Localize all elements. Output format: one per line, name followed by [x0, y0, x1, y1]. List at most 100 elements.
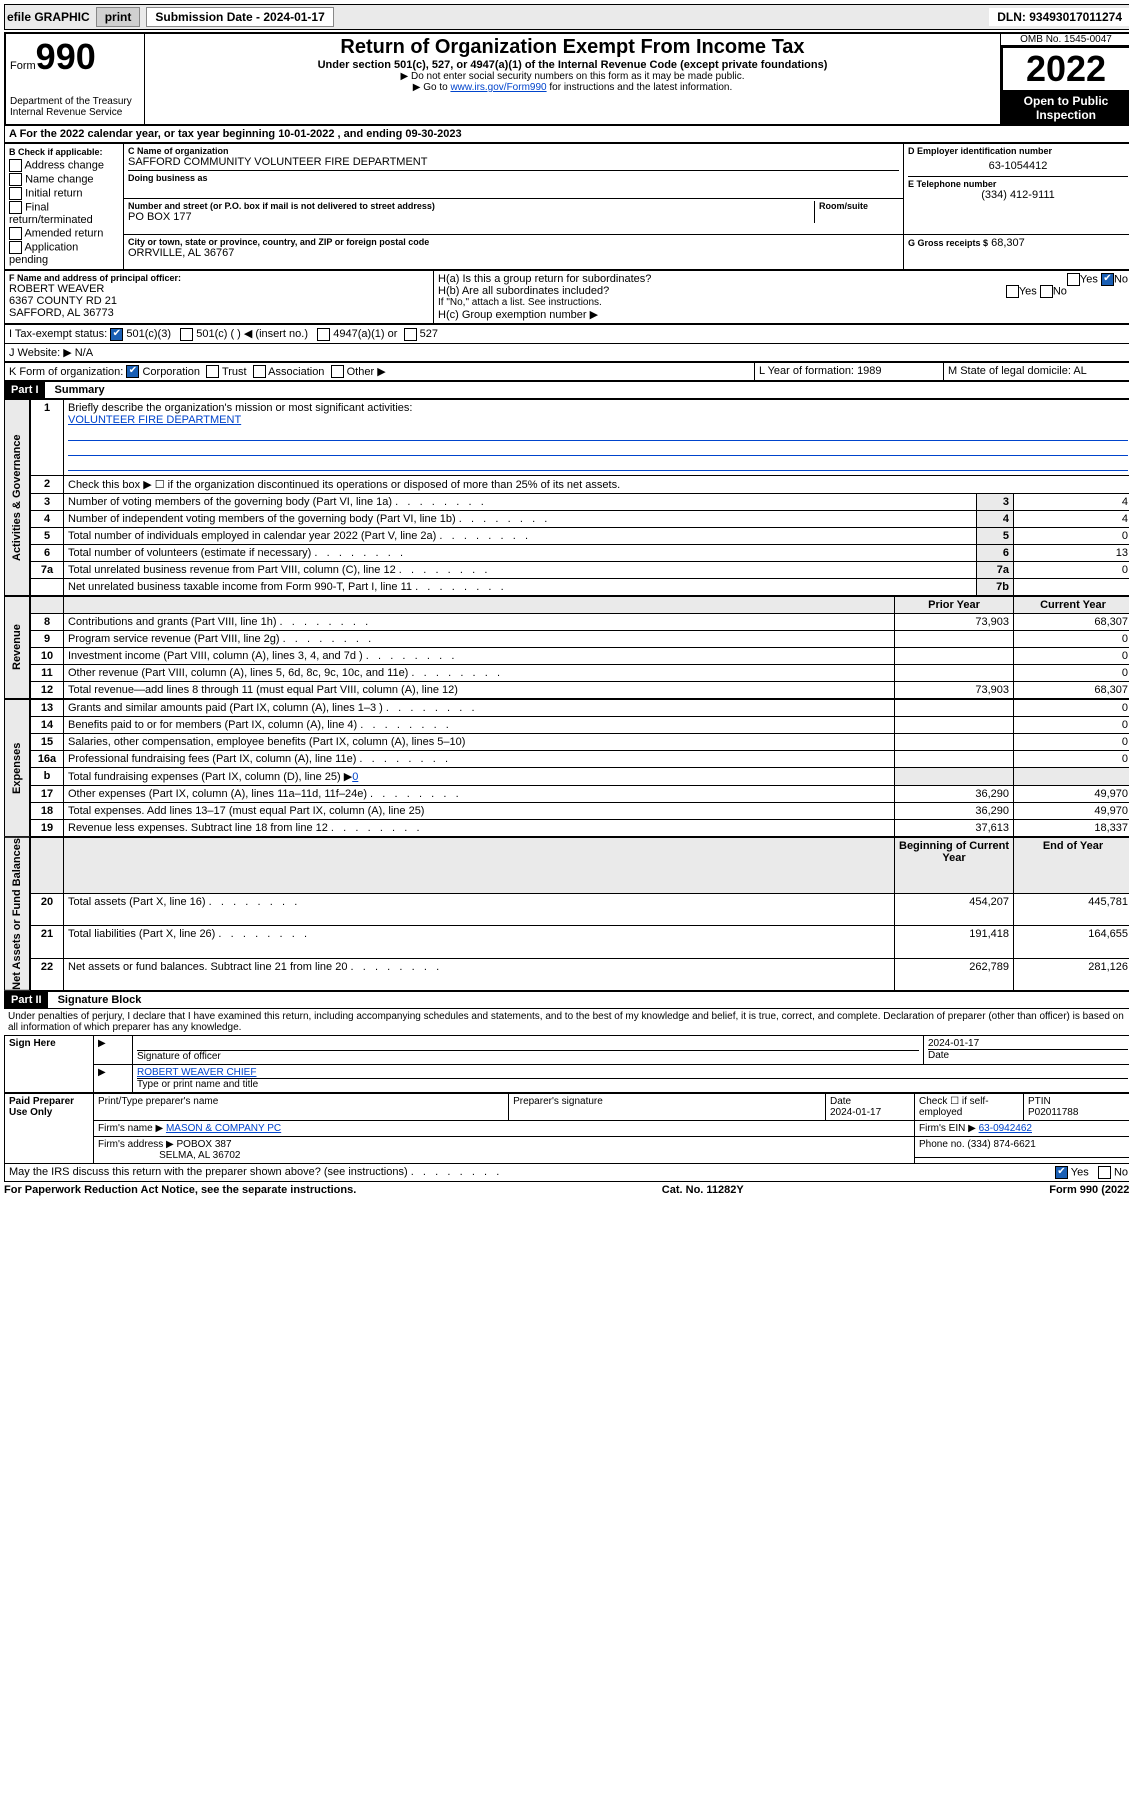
l14-text: Benefits paid to or for members (Part IX…: [68, 719, 449, 731]
l3-val: 4: [1014, 494, 1129, 511]
discuss-yes-checkbox[interactable]: [1055, 1166, 1068, 1179]
l16b-text: Total fundraising expenses (Part IX, col…: [68, 771, 352, 783]
l22-prior: 262,789: [895, 958, 1014, 990]
irs-link[interactable]: www.irs.gov/Form990: [450, 82, 546, 93]
address-change-checkbox[interactable]: [9, 159, 22, 172]
governance-section: Activities & Governance 1 Briefly descri…: [4, 399, 1129, 596]
prep-date: 2024-01-17: [830, 1107, 881, 1118]
website-value: N/A: [75, 347, 93, 359]
l11-text: Other revenue (Part VIII, column (A), li…: [68, 667, 500, 679]
firm-name: MASON & COMPANY PC: [166, 1123, 281, 1134]
hb-yes-checkbox[interactable]: [1006, 285, 1019, 298]
527-label: 527: [420, 328, 438, 340]
final-return-checkbox[interactable]: [9, 201, 22, 214]
amended-return-label: Amended return: [24, 227, 103, 239]
paid-side-label: Paid Preparer Use Only: [5, 1094, 94, 1164]
officer-sign-name: ROBERT WEAVER CHIEF: [137, 1067, 1128, 1078]
discuss-row: May the IRS discuss this return with the…: [4, 1164, 1129, 1182]
sign-date-label: Date: [928, 1049, 1128, 1061]
l17-curr: 49,970: [1014, 786, 1129, 803]
l3-text: Number of voting members of the governin…: [68, 496, 484, 508]
begin-year-header: Beginning of Current Year: [895, 838, 1014, 893]
phone-value: (334) 412-9111: [908, 189, 1128, 201]
l14-prior: [895, 717, 1014, 734]
gov-vert-label: Activities & Governance: [4, 399, 30, 596]
l4-val: 4: [1014, 511, 1129, 528]
l19-text: Revenue less expenses. Subtract line 18 …: [68, 822, 420, 834]
l13-prior: [895, 700, 1014, 717]
tax-status-block: I Tax-exempt status: 501(c)(3) 501(c) ( …: [4, 324, 1129, 362]
self-emp-label: Check ☐ if self-employed: [915, 1094, 1024, 1121]
ha-yes: Yes: [1080, 273, 1098, 285]
l12-text: Total revenue—add lines 8 through 11 (mu…: [64, 682, 895, 699]
amended-return-checkbox[interactable]: [9, 227, 22, 240]
l4-text: Number of independent voting members of …: [68, 513, 547, 525]
hb-no-checkbox[interactable]: [1040, 285, 1053, 298]
hb-yes: Yes: [1019, 285, 1037, 297]
l8-prior: 73,903: [895, 614, 1014, 631]
ha-yes-checkbox[interactable]: [1067, 273, 1080, 286]
prep-date-label: Date: [830, 1096, 851, 1107]
corp-checkbox[interactable]: [126, 365, 139, 378]
trust-label: Trust: [222, 366, 247, 378]
address-change-label: Address change: [24, 159, 104, 171]
501c-checkbox[interactable]: [180, 328, 193, 341]
l18-text: Total expenses. Add lines 13–17 (must eq…: [64, 803, 895, 820]
ha-no: No: [1114, 273, 1128, 285]
paid-preparer-block: Paid Preparer Use Only Print/Type prepar…: [4, 1093, 1129, 1164]
l10-prior: [895, 648, 1014, 665]
app-pending-checkbox[interactable]: [9, 241, 22, 254]
prep-name-label: Print/Type preparer's name: [94, 1094, 509, 1121]
f-label: F Name and address of principal officer:: [9, 273, 429, 283]
l5-text: Total number of individuals employed in …: [68, 530, 528, 542]
initial-return-label: Initial return: [25, 187, 82, 199]
final-return-label: Final return/terminated: [9, 201, 93, 226]
street-address: PO BOX 177: [128, 211, 814, 223]
ha-label: H(a) Is this a group return for subordin…: [438, 273, 651, 285]
discuss-no-checkbox[interactable]: [1098, 1166, 1111, 1179]
tax-year: 2022: [1001, 46, 1129, 92]
submission-date: Submission Date - 2024-01-17: [146, 7, 333, 27]
gross-receipts: 68,307: [991, 237, 1025, 249]
print-button[interactable]: print: [96, 7, 141, 27]
discuss-no: No: [1114, 1166, 1128, 1178]
firm-addr-label: Firm's address ▶: [98, 1139, 174, 1150]
ha-no-checkbox[interactable]: [1101, 273, 1114, 286]
d-label: D Employer identification number: [908, 146, 1128, 156]
ein-value: 63-1054412: [908, 160, 1128, 172]
527-checkbox[interactable]: [404, 328, 417, 341]
discuss-yes: Yes: [1071, 1166, 1089, 1178]
part2-badge: Part II: [5, 992, 48, 1008]
current-year-header: Current Year: [1014, 597, 1129, 614]
tax-period: A For the 2022 calendar year, or tax yea…: [4, 126, 1129, 143]
footer-left: For Paperwork Reduction Act Notice, see …: [4, 1184, 356, 1196]
i-label: I Tax-exempt status:: [9, 328, 107, 340]
other-checkbox[interactable]: [331, 365, 344, 378]
501c3-checkbox[interactable]: [110, 328, 123, 341]
l17-prior: 36,290: [895, 786, 1014, 803]
assoc-checkbox[interactable]: [253, 365, 266, 378]
501c3-label: 501(c)(3): [126, 328, 171, 340]
corp-label: Corporation: [142, 366, 199, 378]
l22-curr: 281,126: [1014, 958, 1129, 990]
part2-title: Signature Block: [48, 994, 142, 1006]
l9-curr: 0: [1014, 631, 1129, 648]
officer-name: ROBERT WEAVER: [9, 283, 429, 295]
trust-checkbox[interactable]: [206, 365, 219, 378]
l5-val: 0: [1014, 528, 1129, 545]
l20-prior: 454,207: [895, 893, 1014, 925]
name-change-checkbox[interactable]: [9, 173, 22, 186]
declaration-text: Under penalties of perjury, I declare th…: [4, 1009, 1129, 1035]
exp-vert-label: Expenses: [4, 699, 30, 837]
hc-label: H(c) Group exemption number ▶: [438, 308, 1128, 321]
dln-label: DLN: 93493017011274: [989, 8, 1129, 26]
initial-return-checkbox[interactable]: [9, 187, 22, 200]
4947-checkbox[interactable]: [317, 328, 330, 341]
l2-text: Check this box ▶ ☐ if the organization d…: [64, 476, 1129, 494]
firm-ein-label: Firm's EIN ▶: [919, 1123, 976, 1134]
officer-group-block: F Name and address of principal officer:…: [4, 270, 1129, 324]
state-domicile: AL: [1073, 365, 1086, 377]
l7b-text: Net unrelated business taxable income fr…: [68, 581, 504, 593]
l12-prior: 73,903: [895, 682, 1014, 699]
dept2-label: Internal Revenue Service: [10, 107, 140, 118]
